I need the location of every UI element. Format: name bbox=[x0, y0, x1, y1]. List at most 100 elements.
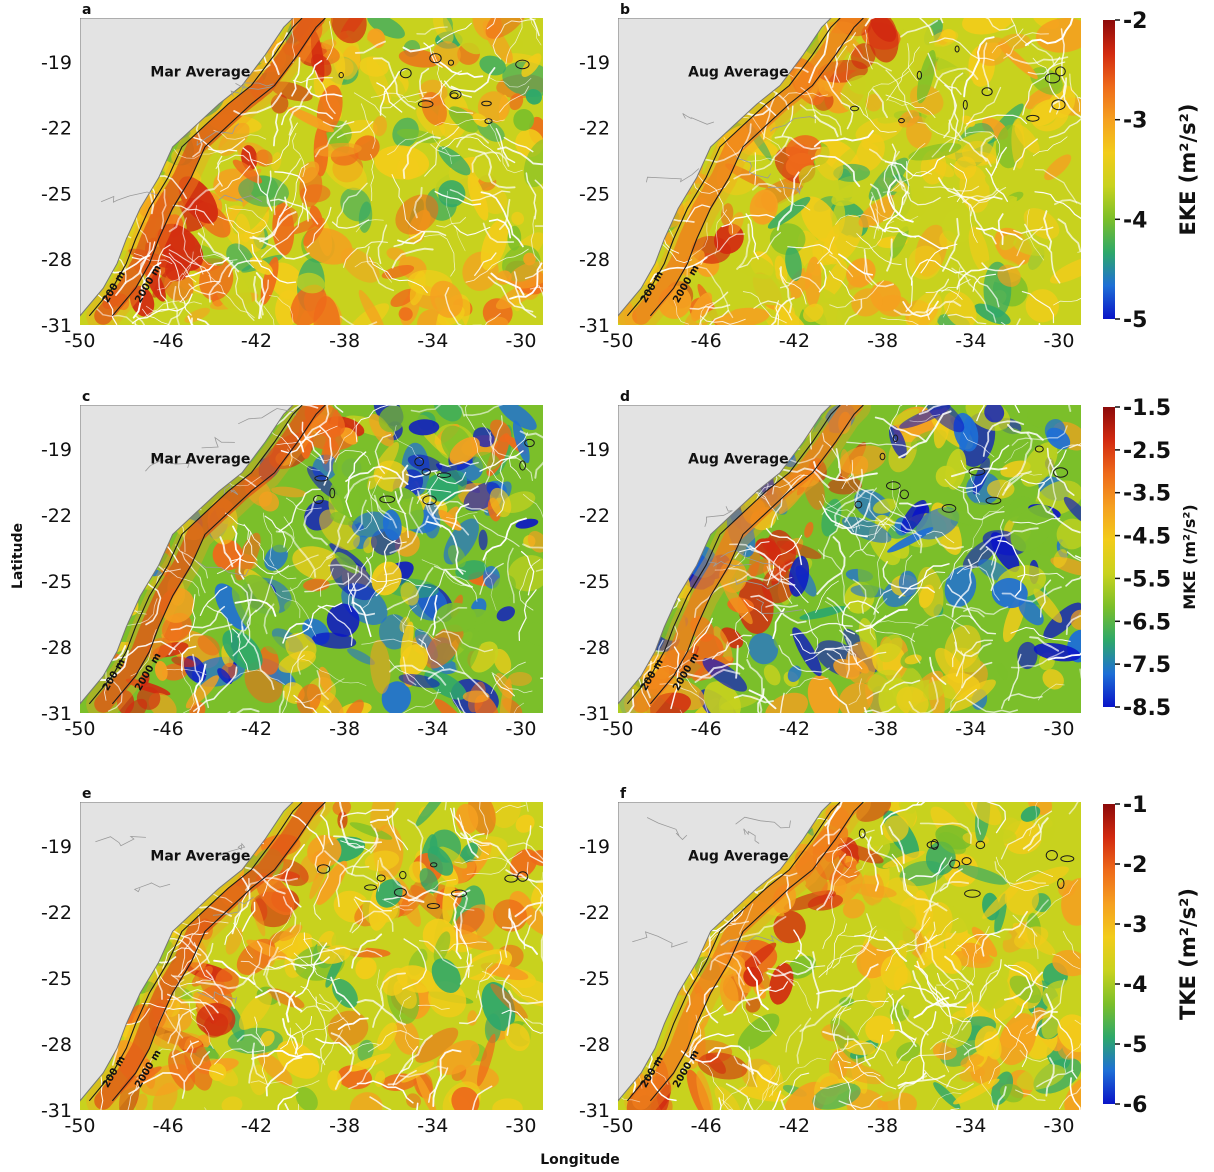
x-tick-label: -46 bbox=[153, 718, 184, 740]
x-tick-label: -30 bbox=[505, 718, 536, 740]
y-tick-label: -28 bbox=[41, 637, 72, 659]
land-mass bbox=[80, 405, 294, 705]
x-tick-label: -50 bbox=[602, 718, 633, 740]
x-tick-label: -46 bbox=[691, 330, 722, 352]
colorbar-tick-label: -1 bbox=[1123, 793, 1147, 818]
heatmap-field bbox=[618, 18, 1081, 325]
x-tick-label: -30 bbox=[1043, 330, 1074, 352]
heatmap-field bbox=[80, 405, 543, 713]
colorbar-tick-label: -7.5 bbox=[1123, 653, 1171, 678]
x-tick-label: -34 bbox=[955, 1115, 986, 1137]
x-tick-label: -38 bbox=[867, 330, 898, 352]
x-tick-label: -34 bbox=[417, 330, 448, 352]
colorbar-tick-label: -3.5 bbox=[1123, 482, 1171, 507]
x-tick-label: -34 bbox=[955, 718, 986, 740]
y-tick-label: -31 bbox=[579, 703, 610, 725]
y-tick-label: -19 bbox=[41, 52, 72, 74]
y-tick-label: -28 bbox=[579, 1034, 610, 1056]
isobath-2000m bbox=[111, 405, 326, 705]
x-tick-label: -46 bbox=[691, 1115, 722, 1137]
colorbar-label: MKE (m²/s²) bbox=[1180, 504, 1199, 610]
isobath-200m bbox=[626, 405, 841, 705]
colorbar-tick-label: -2.5 bbox=[1123, 439, 1171, 464]
x-tick-label: -30 bbox=[1043, 718, 1074, 740]
isobath-200m bbox=[88, 405, 303, 705]
isobath-200m bbox=[626, 802, 841, 1102]
land-mass bbox=[618, 405, 832, 705]
colorbar-a: -2 -3 -4 -5 EKE (m²/s²) bbox=[1103, 9, 1200, 333]
colorbar-label: EKE (m²/s²) bbox=[1176, 104, 1200, 236]
heatmap-field bbox=[618, 802, 1081, 1110]
panel-annotation: Aug Average bbox=[688, 849, 789, 865]
y-tick-label: -22 bbox=[41, 505, 72, 527]
colorbar-tick-label: -1.5 bbox=[1123, 396, 1171, 421]
colorbar-gradient bbox=[1103, 20, 1115, 319]
colorbar-tick-label: -3 bbox=[1123, 913, 1147, 938]
y-tick-label: -25 bbox=[579, 571, 610, 593]
y-tick-label: -31 bbox=[579, 315, 610, 337]
panel-letter: d bbox=[620, 389, 630, 405]
y-tick-label: -28 bbox=[41, 1034, 72, 1056]
y-tick-label: -25 bbox=[579, 183, 610, 205]
y-tick-label: -25 bbox=[41, 183, 72, 205]
y-tick-label: -28 bbox=[579, 249, 610, 271]
colorbar-tick-label: -6.5 bbox=[1123, 610, 1171, 635]
y-tick-label: -22 bbox=[41, 902, 72, 924]
y-axis-label: Latitude bbox=[10, 523, 26, 589]
isobath-2000m bbox=[649, 802, 864, 1102]
y-tick-label: -22 bbox=[579, 505, 610, 527]
panel-annotation: Aug Average bbox=[688, 452, 789, 468]
isobath-2000m bbox=[111, 18, 326, 317]
x-tick-label: -42 bbox=[241, 718, 272, 740]
isobath-200m bbox=[626, 18, 841, 317]
panel-annotation: Mar Average bbox=[150, 64, 250, 80]
panel-letter: c bbox=[82, 389, 90, 405]
colorbar-tick-label: -5.5 bbox=[1123, 567, 1171, 592]
y-tick-label: -19 bbox=[579, 439, 610, 461]
x-tick-label: -30 bbox=[505, 1115, 536, 1137]
y-tick-label: -28 bbox=[41, 249, 72, 271]
y-tick-label: -25 bbox=[41, 968, 72, 990]
panel-letter: f bbox=[620, 786, 627, 802]
y-tick-label: -19 bbox=[41, 439, 72, 461]
colorbar-c: -1.5 -2.5 -3.5 -4.5 -5.5 -6.5 -7.5 -8.5 MKE (m²/… bbox=[1103, 396, 1199, 721]
y-tick-label: -22 bbox=[579, 118, 610, 140]
x-tick-label: -50 bbox=[64, 1115, 95, 1137]
y-tick-label: -22 bbox=[41, 118, 72, 140]
heatmap-field bbox=[80, 18, 543, 325]
heatmap-field bbox=[80, 802, 543, 1110]
colorbar-tick-label: -4 bbox=[1123, 973, 1147, 998]
y-tick-label: -25 bbox=[579, 968, 610, 990]
panel-letter: a bbox=[82, 2, 91, 18]
x-tick-label: -30 bbox=[505, 330, 536, 352]
y-tick-label: -19 bbox=[41, 836, 72, 858]
land-mass bbox=[80, 802, 294, 1102]
colorbar-gradient bbox=[1103, 407, 1115, 707]
x-tick-label: -34 bbox=[955, 330, 986, 352]
isobath-2000m bbox=[111, 802, 326, 1102]
x-axis-label: Longitude bbox=[540, 1152, 620, 1168]
colorbar-tick-label: -2 bbox=[1123, 9, 1147, 34]
colorbar-tick-label: -3 bbox=[1123, 109, 1147, 134]
isobath-2000m bbox=[649, 405, 864, 705]
colorbar-tick-label: -5 bbox=[1123, 1033, 1147, 1058]
x-tick-label: -46 bbox=[153, 330, 184, 352]
colorbar-label: TKE (m²/s²) bbox=[1176, 888, 1200, 1020]
x-tick-label: -42 bbox=[779, 1115, 810, 1137]
land-mass bbox=[618, 18, 832, 317]
y-tick-label: -31 bbox=[579, 1100, 610, 1122]
land-mass bbox=[618, 802, 832, 1102]
x-tick-label: -50 bbox=[64, 330, 95, 352]
x-tick-label: -42 bbox=[779, 718, 810, 740]
colorbar-e: -1 -2 -3 -4 -5 -6 TKE (m²/s²) bbox=[1103, 793, 1200, 1118]
x-tick-label: -34 bbox=[417, 1115, 448, 1137]
x-tick-label: -42 bbox=[241, 1115, 272, 1137]
colorbar-tick-label: -4 bbox=[1123, 208, 1147, 233]
